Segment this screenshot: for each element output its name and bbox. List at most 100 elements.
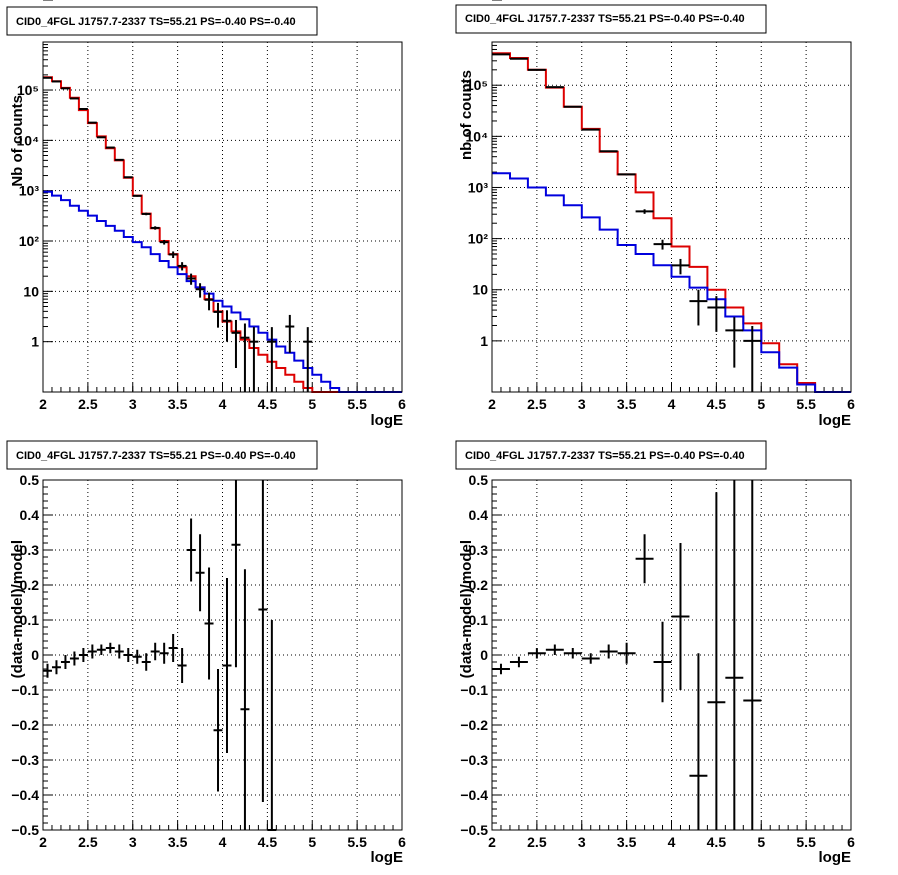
- x-tick-label: 4: [668, 834, 676, 850]
- x-tick-label: 4.5: [258, 396, 278, 412]
- x-tick-label: 5: [757, 396, 765, 412]
- plot-area: [492, 42, 851, 392]
- y-tick-label: 10³: [19, 183, 40, 199]
- chart-top-left: CID0_4FGL J1757.7-2337 TS=55.21 PS=-0.40…: [6, 0, 406, 429]
- y-tick-label: 0.2: [20, 577, 40, 593]
- y-tick-label: −0.1: [460, 682, 488, 698]
- x-tick-label: 5.5: [796, 396, 816, 412]
- y-tick-label: −0.4: [11, 787, 39, 803]
- chart-title: CID0_4FGL J1757.7-2337 TS=55.21 PS=-0.40…: [16, 450, 296, 462]
- x-tick-label: 4.5: [707, 834, 727, 850]
- x-tick-label: 3: [578, 834, 586, 850]
- x-tick-label: 3.5: [617, 834, 637, 850]
- x-tick-label: 5.5: [347, 834, 367, 850]
- y-tick-label: 0.5: [20, 472, 40, 488]
- x-tick-label: 3: [129, 396, 137, 412]
- x-tick-label: 3: [578, 396, 586, 412]
- y-tick-label: 10⁴: [466, 128, 489, 144]
- x-axis-label: logE: [819, 412, 852, 429]
- x-tick-label: 3: [129, 834, 137, 850]
- chart-title: CID0_4FGL J1757.7-2337 TS=55.21 PS=-0.40…: [16, 16, 296, 28]
- y-tick-label: 0.1: [469, 612, 489, 628]
- x-tick-label: 3.5: [617, 396, 637, 412]
- plot-frame: [42, 479, 403, 831]
- chart-title: CID0_4FGL J1757.7-2337 TS=55.21 PS=-0.40…: [465, 13, 745, 25]
- y-tick-label: 0.4: [469, 507, 489, 523]
- y-tick-label: −0.3: [460, 752, 488, 768]
- y-tick-label: −0.5: [460, 822, 488, 838]
- x-tick-label: 6: [847, 396, 855, 412]
- y-tick-label: 10⁴: [17, 132, 40, 148]
- x-tick-label: 5: [308, 834, 316, 850]
- y-tick-label: 0: [480, 647, 488, 663]
- x-tick-label: 2.5: [527, 396, 547, 412]
- x-tick-label: 4.5: [707, 396, 727, 412]
- x-tick-label: 2: [488, 396, 496, 412]
- y-tick-label: 0.4: [20, 507, 40, 523]
- y-axis-label: nb of counts: [458, 70, 475, 160]
- chart-bottom-right: CID0_4FGL J1757.7-2337 TS=55.21 PS=-0.40…: [455, 440, 855, 866]
- y-axis-label: Nb of counts: [9, 95, 26, 187]
- series-step-line: [43, 190, 402, 393]
- y-tick-label: −0.4: [460, 787, 488, 803]
- y-tick-label: 10: [23, 283, 39, 299]
- x-tick-label: 6: [398, 396, 406, 412]
- plot-frame: [491, 41, 852, 393]
- y-tick-label: 10: [472, 282, 488, 298]
- y-tick-label: −0.2: [11, 717, 39, 733]
- title-box: [6, 440, 318, 470]
- y-axis-label: (data-model)/model: [9, 540, 26, 678]
- y-tick-label: 1: [31, 334, 39, 350]
- x-tick-label: 3.5: [168, 834, 188, 850]
- plot-frame: [491, 479, 852, 831]
- chart-title: CID0_4FGL J1757.7-2337 TS=55.21 PS=-0.40…: [465, 450, 745, 462]
- x-tick-label: 4: [219, 834, 227, 850]
- x-tick-label: 2.5: [78, 396, 98, 412]
- x-tick-label: 4.5: [258, 834, 278, 850]
- y-tick-label: 0.5: [469, 472, 489, 488]
- x-tick-label: 5: [308, 396, 316, 412]
- x-tick-label: 2: [39, 834, 47, 850]
- plot-frame: [42, 41, 403, 393]
- x-tick-label: 2: [488, 834, 496, 850]
- y-tick-label: 0.3: [20, 542, 40, 558]
- x-tick-label: 2.5: [78, 834, 98, 850]
- y-tick-label: 0.1: [20, 612, 40, 628]
- y-tick-label: 10⁵: [466, 77, 488, 93]
- x-tick-label: 6: [847, 834, 855, 850]
- y-axis-label: (data-model)/model: [458, 540, 475, 678]
- plot-area: [43, 42, 402, 392]
- y-tick-label: 0: [31, 647, 39, 663]
- y-tick-label: 10²: [19, 233, 40, 249]
- y-tick-label: −0.3: [11, 752, 39, 768]
- x-tick-label: 5: [757, 834, 765, 850]
- x-tick-label: 5.5: [347, 396, 367, 412]
- y-tick-label: 10⁵: [17, 82, 39, 98]
- y-tick-label: −0.1: [11, 682, 39, 698]
- x-tick-label: 4: [219, 396, 227, 412]
- x-axis-label: logE: [371, 849, 404, 866]
- x-tick-label: 3.5: [168, 396, 188, 412]
- y-tick-label: 0.3: [469, 542, 489, 558]
- chart-bottom-left: CID0_4FGL J1757.7-2337 TS=55.21 PS=-0.40…: [6, 440, 406, 866]
- plot-area: [43, 480, 402, 830]
- plot-area: [492, 480, 851, 830]
- x-axis-label: logE: [819, 849, 852, 866]
- x-tick-label: 5.5: [796, 834, 816, 850]
- x-tick-label: 2: [39, 396, 47, 412]
- x-tick-label: 2.5: [527, 834, 547, 850]
- y-tick-label: 10²: [468, 231, 489, 247]
- y-tick-label: 1: [480, 333, 488, 349]
- y-tick-label: 10⁻¹: [11, 0, 39, 3]
- y-tick-label: −0.5: [11, 822, 39, 838]
- y-tick-label: 0.2: [469, 577, 489, 593]
- title-box: [455, 440, 767, 470]
- x-tick-label: 4: [668, 396, 676, 412]
- title-box: [6, 6, 318, 36]
- title-box: [455, 4, 767, 34]
- y-tick-label: −0.2: [460, 717, 488, 733]
- y-tick-label: 10³: [468, 179, 489, 195]
- chart-top-right: CID0_4FGL J1757.7-2337 TS=55.21 PS=-0.40…: [455, 0, 855, 429]
- x-axis-label: logE: [371, 412, 404, 429]
